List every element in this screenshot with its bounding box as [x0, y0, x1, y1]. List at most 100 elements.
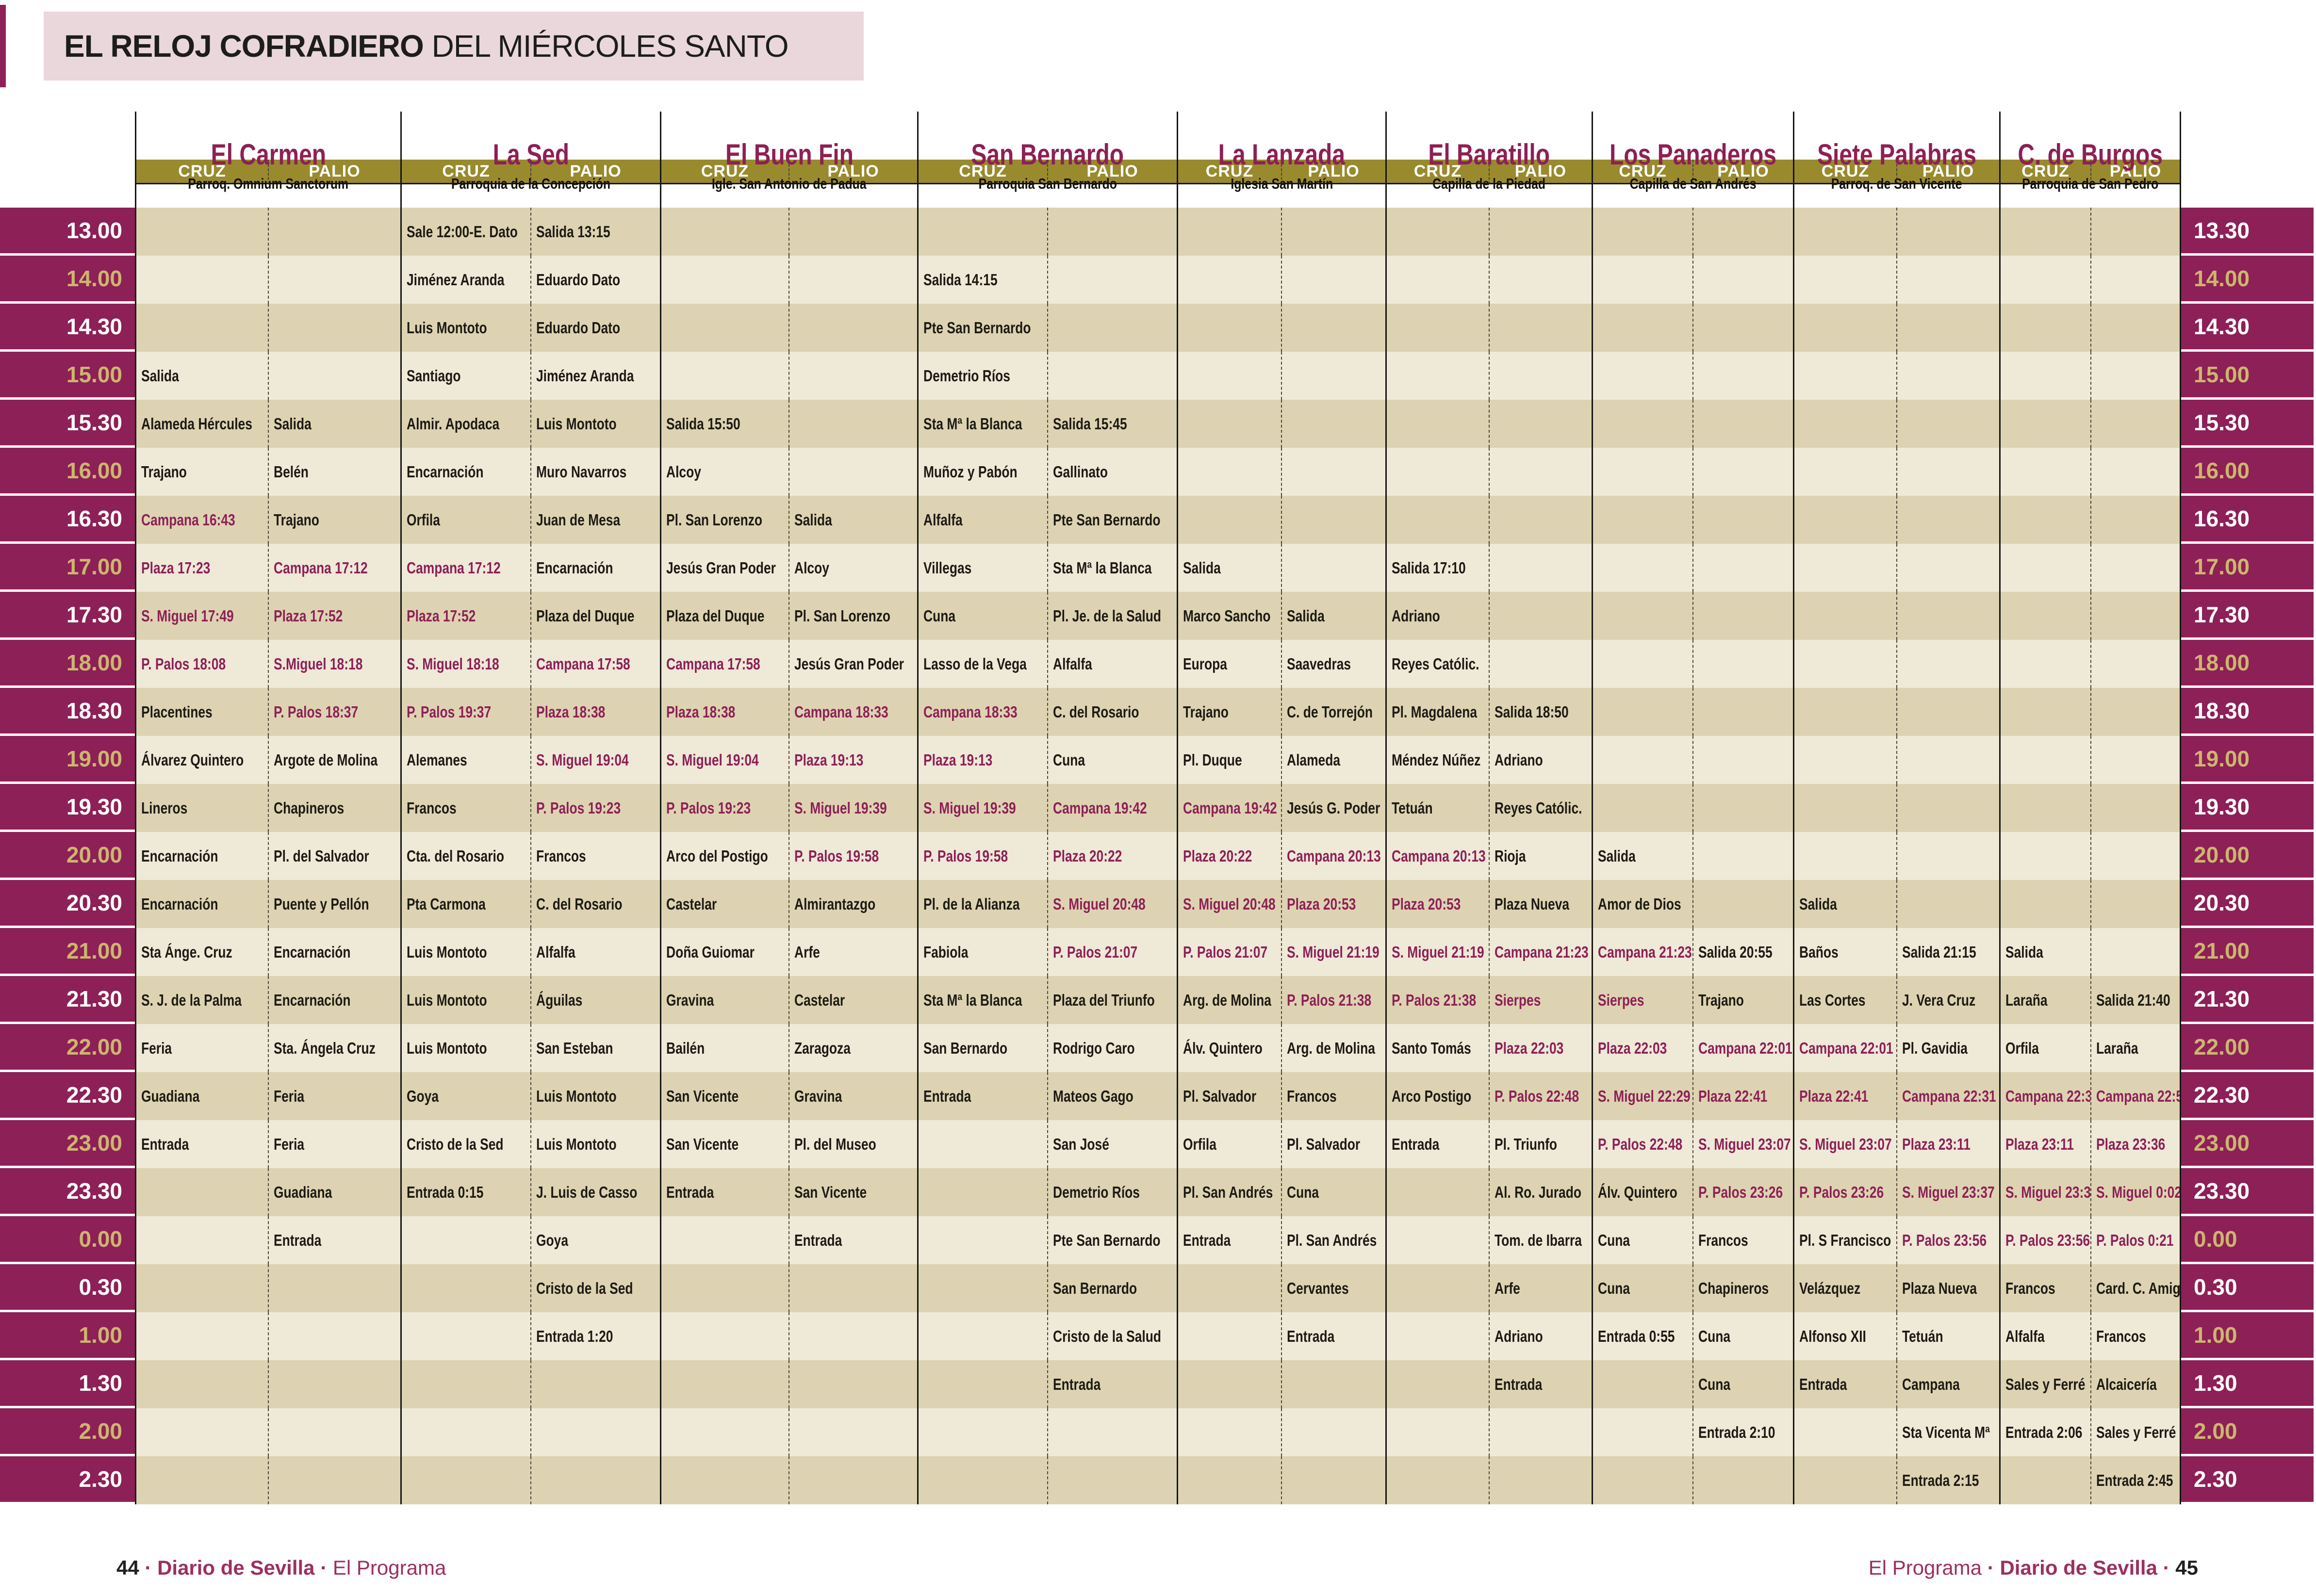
- time-label-right: 17.00: [2181, 544, 2314, 592]
- schedule-cell: [1692, 208, 1793, 256]
- schedule-cell: [1592, 736, 1692, 784]
- church-venue: Parroquia San Bernardo: [978, 175, 1117, 192]
- schedule-entry: Adriano: [1495, 750, 1543, 769]
- schedule-cell: Pl. Je. de la Salud: [1047, 592, 1177, 640]
- schedule-cell: [1793, 496, 1896, 544]
- schedule-cell: Villegas: [917, 544, 1047, 592]
- schedule-entry: Cristo de la Sed: [536, 1279, 633, 1297]
- schedule-entry: Entrada: [1495, 1375, 1543, 1393]
- schedule-entry: Cristo de la Sed: [407, 1135, 504, 1153]
- schedule-entry: Luis Montoto: [407, 1039, 487, 1057]
- schedule-cell: Plaza 20:22: [1047, 832, 1177, 880]
- schedule-entry: Eduardo Dato: [536, 270, 621, 289]
- schedule-entry: Tetuán: [1902, 1327, 1943, 1345]
- schedule-entry: Pl. Salvador: [1287, 1135, 1361, 1153]
- schedule-cell: Adriano: [1489, 736, 1592, 784]
- time-label-right: 13.30: [2181, 208, 2314, 256]
- schedule-cell: [1592, 544, 1692, 592]
- subheader-cruz: CRUZ: [917, 160, 1047, 184]
- schedule-entry: Entrada: [794, 1231, 842, 1249]
- schedule-cell: Saavedras: [1281, 640, 1385, 688]
- schedule-cell: Cuna: [1281, 1168, 1385, 1216]
- schedule-cell: Alfalfa: [1047, 640, 1177, 688]
- schedule-cell: Card. C. Amigo: [2090, 1264, 2181, 1312]
- schedule-cell: [2090, 688, 2181, 736]
- schedule-cell: [788, 304, 917, 352]
- schedule-cell: Encarnación: [530, 544, 660, 592]
- schedule-cell: [1592, 1456, 1692, 1504]
- schedule-cell: [1281, 304, 1385, 352]
- newspaper-brand: Diario de Sevilla: [157, 1556, 315, 1579]
- schedule-entry: Almirantazgo: [794, 895, 876, 913]
- schedule-cell: [268, 208, 400, 256]
- schedule-cell: Rioja: [1489, 832, 1592, 880]
- schedule-cell: S. Miguel 19:39: [788, 784, 917, 832]
- schedule-cell: Águilas: [530, 976, 660, 1024]
- time-label-left: 2.00: [0, 1408, 135, 1456]
- schedule-entry: Pte San Bernardo: [1053, 1231, 1161, 1249]
- schedule-entry: Plaza 20:22: [1053, 847, 1122, 865]
- schedule-entry: C. del Rosario: [536, 895, 623, 913]
- schedule-cell: [1793, 1456, 1896, 1504]
- schedule-entry: Plaza del Duque: [666, 606, 765, 625]
- schedule-entry: Salida: [141, 366, 179, 385]
- schedule-cell: [2090, 208, 2181, 256]
- schedule-entry: Lasso de la Vega: [923, 654, 1027, 673]
- time-label-left: 19.00: [0, 736, 135, 784]
- schedule-cell: [1592, 304, 1692, 352]
- footer-left: 44 · Diario de Sevilla · El Programa: [116, 1556, 446, 1579]
- schedule-cell: [1692, 304, 1793, 352]
- schedule-entry: Pl. San Andrés: [1183, 1183, 1273, 1201]
- schedule-cell: [1592, 688, 1692, 736]
- schedule-cell: C. de Torrejón: [1281, 688, 1385, 736]
- schedule-cell: Guadiana: [268, 1168, 400, 1216]
- schedule-entry: Velázquez: [1799, 1279, 1861, 1297]
- schedule-entry: Fabiola: [923, 943, 969, 961]
- schedule-entry: Chapineros: [274, 798, 345, 817]
- schedule-cell: [1999, 304, 2090, 352]
- schedule-cell: [1692, 400, 1793, 448]
- schedule-entry: Sta Mª la Blanca: [1053, 558, 1152, 577]
- schedule-cell: Feria: [135, 1024, 268, 1072]
- schedule-cell: P. Palos 19:58: [917, 832, 1047, 880]
- schedule-entry: Salida: [1598, 847, 1636, 865]
- schedule-entry: Laraña: [2096, 1039, 2138, 1057]
- schedule-cell: Pl. Magdalena: [1385, 688, 1489, 736]
- schedule-cell: Almirantazgo: [788, 880, 917, 928]
- schedule-cell: S. Miguel 23:37: [1999, 1168, 2090, 1216]
- schedule-cell: Orfila: [1177, 1120, 1281, 1168]
- schedule-entry: Alemanes: [407, 750, 467, 769]
- schedule-cell: [1692, 256, 1793, 304]
- schedule-entry: Campana 17:12: [274, 558, 368, 577]
- schedule-entry: Plaza Nueva: [1495, 895, 1570, 913]
- schedule-cell: [1999, 400, 2090, 448]
- schedule-cell: P. Palos 23:56: [1896, 1216, 1999, 1264]
- schedule-cell: Plaza del Duque: [660, 592, 788, 640]
- church-venue: Iglesia San Martín: [1231, 175, 1333, 192]
- schedule-cell: [1999, 880, 2090, 928]
- time-label-left: 22.30: [0, 1072, 135, 1120]
- schedule-cell: Arg. de Molina: [1281, 1024, 1385, 1072]
- schedule-entry: Plaza 18:38: [536, 702, 606, 721]
- schedule-cell: [788, 1312, 917, 1360]
- time-label-right: 17.30: [2181, 592, 2314, 640]
- schedule-entry: Entrada: [274, 1231, 322, 1249]
- schedule-cell: [400, 1456, 530, 1504]
- schedule-cell: [135, 1168, 268, 1216]
- schedule-cell: Pl. del Salvador: [268, 832, 400, 880]
- schedule-entry: Plaza 20:22: [1183, 847, 1252, 865]
- schedule-entry: Tetuán: [1392, 798, 1433, 817]
- schedule-cell: Campana 21:23: [1489, 928, 1592, 976]
- schedule-cell: [1896, 256, 1999, 304]
- schedule-cell: Santo Tomás: [1385, 1024, 1489, 1072]
- time-label-right: 23.00: [2181, 1120, 2314, 1168]
- time-label-right: 18.00: [2181, 640, 2314, 688]
- schedule-cell: [1281, 208, 1385, 256]
- schedule-cell: Campana 17:58: [530, 640, 660, 688]
- schedule-entry: Cta. del Rosario: [407, 847, 504, 865]
- schedule-cell: [1692, 784, 1793, 832]
- schedule-entry: Campana 16:43: [141, 510, 235, 529]
- schedule-cell: [917, 1264, 1047, 1312]
- schedule-entry: Plaza 22:03: [1495, 1039, 1564, 1057]
- schedule-cell: [1896, 784, 1999, 832]
